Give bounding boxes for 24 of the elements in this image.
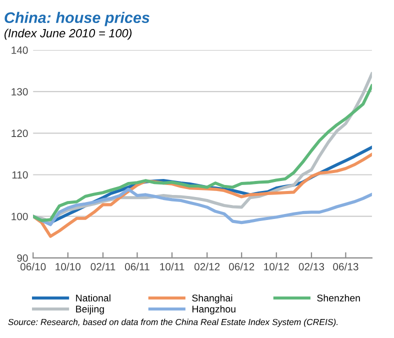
y-tick-label: 140 bbox=[12, 46, 28, 54]
y-tick-label: 90 bbox=[17, 254, 28, 262]
legend-label: Hangzhou bbox=[192, 305, 236, 314]
x-tick-label: 06/10 bbox=[20, 262, 46, 270]
y-tick-label: 100 bbox=[12, 212, 28, 220]
y-tick-label: 120 bbox=[12, 130, 28, 138]
chart-subtitle: (Index June 2010 = 100) bbox=[4, 28, 132, 40]
x-tick-label: 02/11 bbox=[90, 262, 116, 270]
x-tick-label: 10/10 bbox=[56, 262, 81, 270]
x-tick-label: 06/13 bbox=[333, 262, 358, 270]
legend-label: Shenzhen bbox=[317, 294, 360, 302]
source-note: Source: Research, based on data from the China Real Estate Index System (CREIS). bbox=[8, 318, 338, 327]
x-tick-label: 10/11 bbox=[160, 262, 184, 270]
x-tick-label: 06/12 bbox=[228, 262, 254, 270]
y-tick-label: 130 bbox=[12, 88, 28, 96]
legend-label: National bbox=[76, 294, 110, 302]
y-tick-label: 110 bbox=[12, 171, 28, 179]
x-tick-label: 02/13 bbox=[298, 262, 324, 270]
x-tick-label: 06/11 bbox=[124, 262, 150, 270]
legend-label: Beijing bbox=[76, 305, 104, 314]
chart-title: China: house prices bbox=[4, 12, 150, 26]
x-tick-label: 02/12 bbox=[194, 262, 220, 270]
x-tick-label: 10/12 bbox=[264, 262, 289, 270]
legend-label: Shanghai bbox=[192, 294, 232, 304]
